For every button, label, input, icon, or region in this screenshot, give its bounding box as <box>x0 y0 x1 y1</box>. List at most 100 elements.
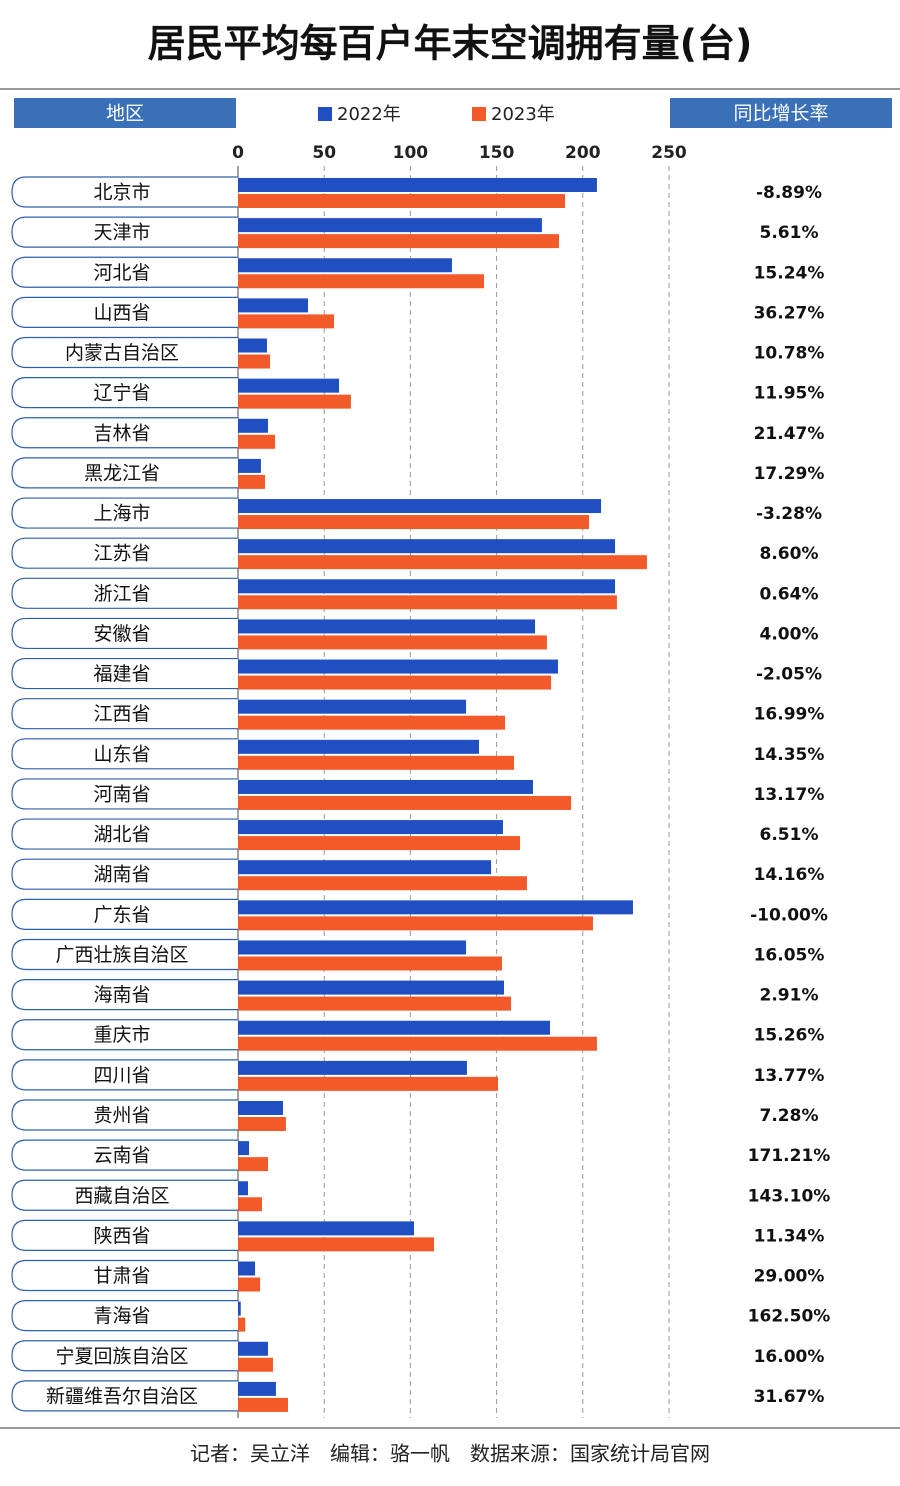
bar <box>238 1397 288 1412</box>
bar <box>238 499 602 514</box>
bar <box>238 354 271 369</box>
growth-label: -10.00% <box>750 905 828 925</box>
bar <box>238 394 351 409</box>
x-tick-label: 50 <box>312 143 336 163</box>
category-label: 西藏自治区 <box>74 1185 169 1207</box>
row-box <box>11 1380 238 1412</box>
bar <box>238 1357 273 1372</box>
growth-label: 2.91% <box>760 986 819 1006</box>
bar <box>238 1141 250 1156</box>
growth-label: 143.10% <box>748 1186 831 1206</box>
row-box <box>11 1340 238 1372</box>
growth-label: 8.60% <box>760 544 819 564</box>
bar <box>238 779 533 794</box>
bar <box>238 1100 283 1115</box>
row-box <box>11 818 238 850</box>
bar <box>238 1020 551 1035</box>
row-box <box>11 377 238 409</box>
category-label: 甘肃省 <box>93 1265 150 1287</box>
growth-label: 29.00% <box>754 1267 825 1287</box>
row-box <box>11 1219 238 1251</box>
category-label: 宁夏回族自治区 <box>55 1345 188 1367</box>
growth-label: -8.89% <box>756 183 822 203</box>
bar <box>238 1301 241 1316</box>
bar <box>238 836 521 851</box>
header-box <box>14 98 236 128</box>
category-label: 湖南省 <box>93 864 150 886</box>
category-label: 云南省 <box>93 1145 150 1167</box>
bar <box>238 996 512 1011</box>
row-box <box>11 1179 238 1211</box>
row-box <box>11 898 238 930</box>
bar <box>238 539 616 554</box>
row-box <box>11 1059 238 1091</box>
category-label: 辽宁省 <box>93 382 150 404</box>
category-label: 陕西省 <box>93 1225 150 1247</box>
bar <box>238 755 515 770</box>
bar <box>238 1381 276 1396</box>
row-box <box>11 738 238 770</box>
growth-label: 31.67% <box>754 1387 825 1407</box>
category-label: 内蒙古自治区 <box>65 342 179 364</box>
growth-label: 16.05% <box>754 945 825 965</box>
category-label: 江苏省 <box>93 543 150 565</box>
growth-label: 10.78% <box>754 344 825 364</box>
bar <box>238 595 617 610</box>
growth-label: 21.47% <box>754 424 825 444</box>
growth-label: 7.28% <box>760 1106 819 1126</box>
category-label: 福建省 <box>93 663 150 685</box>
bar <box>238 1181 248 1196</box>
category-label: 天津市 <box>93 222 150 244</box>
bar <box>238 916 593 931</box>
growth-label: 17.29% <box>754 464 825 484</box>
bar <box>238 1116 286 1131</box>
category-label: 吉林省 <box>93 422 150 444</box>
bar <box>238 1317 246 1332</box>
category-label: 江西省 <box>93 703 150 725</box>
row-box <box>11 617 238 650</box>
growth-label: 171.21% <box>748 1146 831 1166</box>
bar <box>238 619 536 634</box>
category-label: 山西省 <box>93 302 150 324</box>
row-box <box>11 457 238 489</box>
x-tick-label: 100 <box>393 143 429 163</box>
bar <box>238 314 335 329</box>
row-box <box>11 336 238 369</box>
row-box <box>11 778 238 810</box>
growth-label: 11.34% <box>754 1226 825 1246</box>
row-box <box>11 1259 238 1292</box>
row-box <box>11 176 238 208</box>
x-tick-label: 200 <box>565 143 601 163</box>
row-box <box>11 1139 238 1171</box>
bar <box>238 1277 261 1292</box>
growth-label: 14.16% <box>754 865 825 885</box>
bar <box>238 434 276 449</box>
row-box <box>11 216 238 248</box>
growth-label: -2.05% <box>756 665 822 685</box>
category-label: 青海省 <box>93 1305 150 1327</box>
category-label: 山东省 <box>93 743 150 765</box>
category-label: 上海市 <box>93 503 150 525</box>
bar <box>238 876 527 891</box>
growth-label: 5.61% <box>760 223 819 243</box>
bar <box>238 474 266 489</box>
bar <box>238 1060 467 1075</box>
category-label: 河北省 <box>93 262 150 284</box>
category-label: 黑龙江省 <box>84 462 160 484</box>
bar <box>238 378 340 393</box>
growth-label: 4.00% <box>760 624 819 644</box>
row-box <box>11 657 238 690</box>
bar <box>238 659 558 674</box>
category-label: 广西壮族自治区 <box>55 944 188 966</box>
bar <box>238 1261 256 1276</box>
bar <box>238 739 480 754</box>
header-box <box>670 98 892 128</box>
growth-label: 6.51% <box>760 825 819 845</box>
bar <box>238 298 308 313</box>
bar <box>238 635 547 650</box>
category-label: 北京市 <box>93 182 150 204</box>
bar <box>238 860 492 875</box>
row-box <box>11 296 238 328</box>
growth-label: 13.77% <box>754 1066 825 1086</box>
row-box <box>11 938 238 971</box>
